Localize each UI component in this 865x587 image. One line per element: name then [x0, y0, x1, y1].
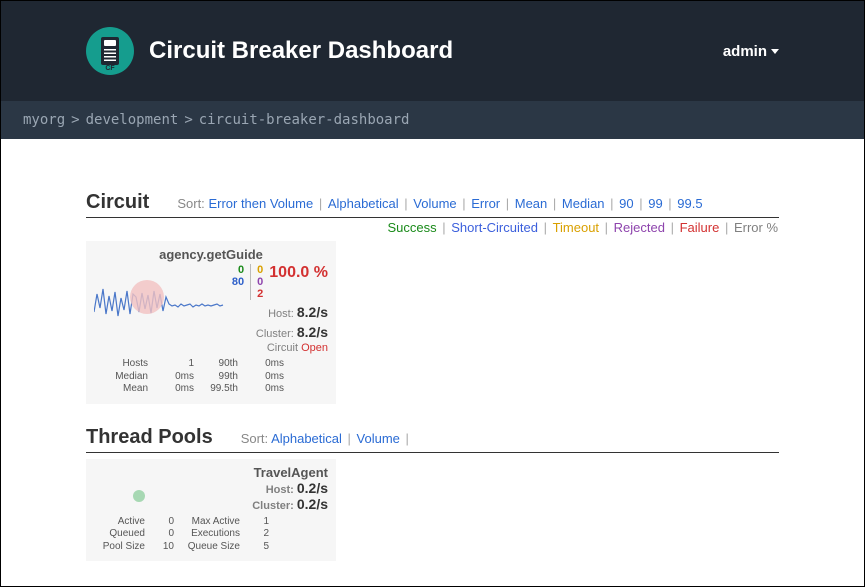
app-logo-icon: CF — [86, 27, 134, 75]
tp-cluster-label: Cluster: — [252, 500, 294, 512]
app-title: Circuit Breaker Dashboard — [149, 37, 453, 65]
circuit-sparkline — [94, 264, 224, 334]
circuit-sort-row: Sort: Error then Volume | Alphabetical |… — [177, 196, 702, 211]
volume-bubble-icon — [130, 280, 164, 314]
logo-tag: CF — [105, 65, 114, 72]
caret-down-icon — [771, 49, 779, 54]
error-percentage: 100.0 % — [269, 264, 328, 282]
tp-stat-key: Queue Size — [174, 541, 244, 554]
stat-key: Hosts — [94, 358, 154, 371]
tp-stat-value: 2 — [244, 528, 269, 541]
legend-error-: Error % — [734, 220, 778, 235]
legend-timeout: Timeout — [553, 220, 599, 235]
chevron-right-icon: > — [71, 112, 79, 128]
sort-volume[interactable]: Volume — [357, 431, 400, 446]
tp-stat-value: 10 — [149, 541, 174, 554]
host-rate-value: 8.2/s — [297, 304, 328, 320]
stat-value: 0ms — [244, 371, 284, 384]
tp-host-label: Host: — [266, 484, 294, 496]
circuit-title: Circuit — [86, 191, 149, 214]
sort-error[interactable]: Error — [471, 196, 500, 211]
stat-key: Mean — [94, 383, 154, 396]
cluster-rate-label: Cluster: — [256, 328, 294, 340]
stat-value: 0ms — [244, 358, 284, 371]
stat-success-count: 0 — [232, 264, 244, 276]
stat-rejected-count: 0 — [257, 276, 263, 288]
breadcrumb-space[interactable]: development — [86, 112, 179, 128]
tp-stat-key: Pool Size — [94, 541, 149, 554]
content: Circuit Sort: Error then Volume | Alphab… — [1, 139, 864, 561]
circuit-section: Circuit Sort: Error then Volume | Alphab… — [86, 191, 779, 404]
stat-timeout-count: 0 — [257, 264, 263, 276]
tp-stat-key: Queued — [94, 528, 149, 541]
host-rate-label: Host: — [268, 308, 294, 320]
top-bar: CF Circuit Breaker Dashboard admin — [1, 1, 864, 101]
chevron-right-icon: > — [184, 112, 192, 128]
sort-volume[interactable]: Volume — [413, 196, 456, 211]
tp-host-rate: 0.2/s — [297, 480, 328, 496]
sort-mean[interactable]: Mean — [515, 196, 548, 211]
tp-stat-key: Executions — [174, 528, 244, 541]
circuit-card-title: agency.getGuide — [94, 247, 328, 262]
stat-key: 99th — [194, 371, 244, 384]
threadpool-card-title: TravelAgent — [94, 465, 328, 480]
breadcrumb: myorg > development > circuit-breaker-da… — [1, 101, 864, 139]
legend-rejected: Rejected — [614, 220, 665, 235]
legend-failure: Failure — [680, 220, 720, 235]
sort-label: Sort: — [241, 431, 268, 446]
threadpools-sort-row: Sort: Alphabetical | Volume | — [241, 431, 411, 446]
threadpools-section: Thread Pools Sort: Alphabetical | Volume… — [86, 426, 779, 562]
stat-key: Median — [94, 371, 154, 384]
tp-stat-value: 5 — [244, 541, 269, 554]
tp-stat-key: Active — [94, 516, 149, 529]
sort-median[interactable]: Median — [562, 196, 605, 211]
sort-alphabetical[interactable]: Alphabetical — [271, 431, 342, 446]
threadpools-title: Thread Pools — [86, 426, 213, 449]
legend-short-circuited: Short-Circuited — [451, 220, 538, 235]
circuit-legend: Success | Short-Circuited | Timeout | Re… — [86, 220, 779, 235]
sort-label: Sort: — [177, 196, 204, 211]
cluster-rate-value: 8.2/s — [297, 324, 328, 340]
legend-success: Success — [388, 220, 437, 235]
stat-value: 0ms — [154, 383, 194, 396]
stat-value: 0ms — [244, 383, 284, 396]
stat-key: 90th — [194, 358, 244, 371]
breadcrumb-app[interactable]: circuit-breaker-dashboard — [199, 112, 410, 128]
stat-key: 99.5th — [194, 383, 244, 396]
stat-value: 1 — [154, 358, 194, 371]
threadpool-volume-icon — [133, 490, 145, 502]
stat-failure-count: 2 — [257, 288, 263, 300]
user-menu[interactable]: admin — [723, 43, 779, 60]
user-name: admin — [723, 43, 767, 60]
sort-99[interactable]: 99 — [648, 196, 662, 211]
circuit-latency-stats: Hosts190th0msMedian0ms99th0msMean0ms99.5… — [94, 358, 328, 396]
circuit-header: Circuit Sort: Error then Volume | Alphab… — [86, 191, 779, 218]
circuit-status-label: Circuit — [267, 342, 298, 354]
stat-short-circuit-count: 80 — [232, 276, 244, 288]
brand: CF Circuit Breaker Dashboard — [86, 27, 453, 75]
circuit-card: agency.getGuide 0 80 — [86, 241, 336, 404]
threadpool-stats: Active0Max Active1 Queued0Executions2 Pool… — [94, 516, 328, 554]
tp-stat-value: 0 — [149, 516, 174, 529]
sort-90[interactable]: 90 — [619, 196, 633, 211]
tp-cluster-rate: 0.2/s — [297, 496, 328, 512]
circuit-status-value: Open — [301, 342, 328, 354]
breadcrumb-org[interactable]: myorg — [23, 112, 65, 128]
threadpool-card: TravelAgent Host: 0.2/s Cluster: 0.2/s A… — [86, 459, 336, 562]
tp-stat-value: 1 — [244, 516, 269, 529]
stat-value: 0ms — [154, 371, 194, 384]
tp-stat-value: 0 — [149, 528, 174, 541]
sort-alphabetical[interactable]: Alphabetical — [328, 196, 399, 211]
sort-99-5[interactable]: 99.5 — [677, 196, 702, 211]
sort-error-then-volume[interactable]: Error then Volume — [208, 196, 313, 211]
threadpools-header: Thread Pools Sort: Alphabetical | Volume… — [86, 426, 779, 453]
tp-stat-key: Max Active — [174, 516, 244, 529]
